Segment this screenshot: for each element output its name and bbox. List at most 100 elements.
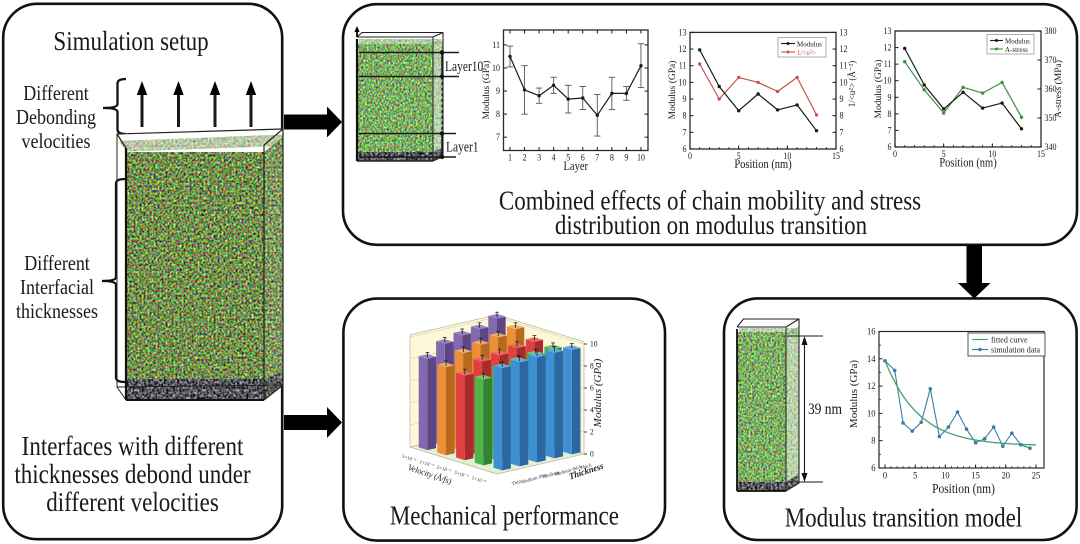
svg-text:13: 13 [679, 27, 687, 38]
svg-text:8: 8 [871, 435, 876, 446]
svg-text:6: 6 [682, 143, 687, 154]
svg-text:2: 2 [590, 427, 594, 436]
svg-text:6: 6 [887, 141, 892, 152]
svg-text:velocities: velocities [22, 130, 91, 154]
svg-text:10: 10 [988, 148, 996, 159]
svg-text:Modulus (GPa): Modulus (GPa) [873, 60, 884, 119]
svg-text:4: 4 [590, 405, 594, 414]
svg-text:20: 20 [1002, 470, 1011, 481]
svg-text:Combined effects of chain mobi: Combined effects of chain mobility and s… [499, 186, 921, 216]
svg-text:8: 8 [840, 110, 844, 121]
svg-text:Thin: Thin [511, 480, 522, 488]
svg-text:10: 10 [637, 152, 645, 163]
svg-text:10: 10 [783, 150, 791, 161]
svg-text:Layer10: Layer10 [445, 58, 483, 75]
svg-text:9: 9 [682, 93, 686, 104]
svg-text:8: 8 [610, 152, 614, 163]
svg-text:12: 12 [840, 44, 848, 55]
svg-text:16: 16 [867, 326, 876, 337]
svg-text:6: 6 [840, 143, 845, 154]
svg-text:1×10⁻³: 1×10⁻³ [471, 475, 487, 485]
svg-text:9: 9 [624, 152, 628, 163]
svg-text:10: 10 [840, 77, 848, 88]
svg-text:thicknesses debond under: thicknesses debond under [14, 459, 251, 489]
svg-text:10: 10 [492, 62, 500, 73]
svg-text:8: 8 [496, 109, 500, 120]
svg-text:10: 10 [884, 75, 892, 86]
svg-text:Different: Different [23, 82, 89, 106]
svg-text:Thick: Thick [580, 463, 593, 471]
svg-text:6: 6 [590, 383, 594, 392]
svg-text:thicknesses: thicknesses [16, 300, 98, 324]
svg-text:13: 13 [840, 27, 848, 38]
svg-text:Position (nm): Position (nm) [932, 481, 995, 496]
svg-text:Mechanical performance: Mechanical performance [390, 500, 619, 530]
svg-text:13: 13 [884, 25, 892, 36]
svg-text:9: 9 [887, 92, 891, 103]
svg-text:7: 7 [887, 125, 892, 136]
svg-text:Layer: Layer [564, 160, 589, 173]
svg-text:25: 25 [1032, 470, 1041, 481]
svg-text:7: 7 [595, 152, 600, 163]
svg-text:350: 350 [1045, 112, 1057, 123]
svg-text:8: 8 [887, 108, 891, 119]
svg-text:Medium: Medium [543, 471, 561, 481]
svg-text:7: 7 [496, 132, 501, 143]
svg-text:10: 10 [679, 77, 687, 88]
svg-text:Debonding: Debonding [16, 106, 96, 130]
svg-text:fitted curve: fitted curve [991, 335, 1028, 344]
svg-text:Modulus (GPa): Modulus (GPa) [593, 358, 603, 428]
svg-text:5×10⁻⁵: 5×10⁻⁵ [401, 454, 417, 464]
svg-text:5: 5 [942, 148, 946, 159]
svg-text:12: 12 [679, 44, 687, 55]
svg-text:Modulus transition model: Modulus transition model [785, 503, 1023, 533]
svg-text:6: 6 [581, 152, 586, 163]
svg-text:Modulus (GPa): Modulus (GPa) [667, 61, 678, 120]
svg-text:360: 360 [1045, 83, 1057, 94]
svg-text:Different: Different [24, 252, 90, 276]
svg-text:0: 0 [590, 449, 594, 458]
svg-text:distribution on modulus transi: distribution on modulus transition [555, 210, 868, 240]
svg-text:15: 15 [971, 470, 980, 481]
svg-text:Modulus: Modulus [1005, 36, 1030, 45]
svg-text:10: 10 [941, 470, 950, 481]
svg-text:5: 5 [566, 152, 570, 163]
svg-text:8: 8 [590, 361, 594, 370]
svg-text:340: 340 [1045, 141, 1057, 152]
svg-text:4: 4 [552, 152, 557, 163]
svg-text:15: 15 [832, 150, 840, 161]
svg-text:12: 12 [867, 381, 876, 392]
svg-text:9: 9 [840, 93, 844, 104]
svg-text:5: 5 [737, 150, 741, 161]
svg-text:Modulus (GPa): Modulus (GPa) [848, 360, 860, 428]
svg-text:1/<u²>: 1/<u²> [797, 47, 816, 56]
svg-text:10: 10 [590, 339, 598, 348]
svg-text:2×10⁻⁴: 2×10⁻⁴ [436, 465, 452, 475]
svg-text:14: 14 [867, 353, 876, 364]
svg-text:simulation data: simulation data [991, 345, 1040, 354]
svg-text:1×10⁻⁴: 1×10⁻⁴ [418, 459, 434, 469]
svg-text:5: 5 [913, 470, 918, 481]
svg-text:9: 9 [496, 86, 500, 97]
svg-text:7: 7 [840, 127, 845, 138]
svg-text:8: 8 [682, 110, 686, 121]
svg-text:380: 380 [1045, 25, 1057, 36]
svg-text:Modulus (GPa): Modulus (GPa) [481, 61, 492, 120]
svg-text:10: 10 [867, 408, 876, 419]
svg-text:Modulus: Modulus [797, 39, 822, 48]
svg-text:2: 2 [523, 152, 527, 163]
svg-text:6: 6 [871, 462, 876, 473]
svg-text:1/<u²> (Å⁻²): 1/<u²> (Å⁻²) [847, 61, 857, 108]
svg-text:370: 370 [1045, 54, 1057, 65]
svg-text:0: 0 [883, 470, 888, 481]
svg-text:Position (nm): Position (nm) [939, 157, 997, 170]
svg-text:Layer1: Layer1 [446, 138, 479, 155]
svg-text:0: 0 [893, 148, 897, 159]
svg-text:1: 1 [508, 152, 512, 163]
svg-text:39 nm: 39 nm [808, 401, 842, 418]
svg-text:3: 3 [537, 152, 541, 163]
svg-text:0: 0 [688, 150, 692, 161]
svg-text:11: 11 [679, 60, 687, 71]
svg-text:different velocities: different velocities [46, 487, 219, 517]
svg-text:15: 15 [1037, 148, 1045, 159]
